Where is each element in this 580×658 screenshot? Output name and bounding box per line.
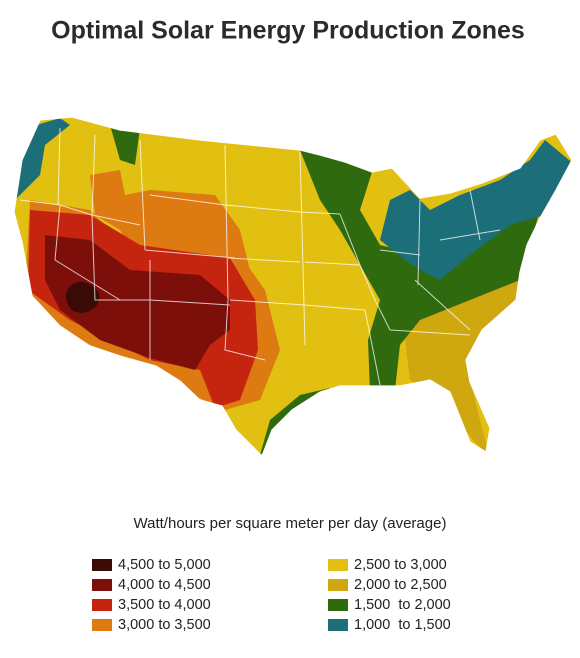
legend-title: Watt/hours per square meter per day (ave… [134,515,447,532]
zone [380,140,572,280]
legend-label: 2,000 to 2,500 [354,577,447,593]
legend-label: 4,500 to 5,000 [118,557,211,573]
map [14,117,572,456]
legend: 4,500 to 5,000 4,000 to 4,500 3,500 to 4,0… [92,557,451,633]
state-borders [19,127,501,386]
zone [110,125,140,165]
legend-swatch [328,559,348,571]
legend-label: 1,500 to 2,000 [354,597,451,613]
zone [66,281,100,313]
zone [300,150,540,392]
zone [45,235,230,370]
title: Optimal Solar Energy Production Zones [51,17,525,45]
legend-swatch [328,619,348,631]
legend-label: 1,000 to 1,500 [354,617,451,633]
legend-label: 3,000 to 3,500 [118,617,211,633]
legend-swatch [92,559,112,571]
legend-label: 2,500 to 3,000 [354,557,447,573]
legend-swatch [328,579,348,591]
legend-label: 3,500 to 4,000 [118,597,211,613]
us-outline [13,116,573,458]
legend-swatch [92,619,112,631]
legend-swatch [92,599,112,611]
legend-label: 4,000 to 4,500 [118,577,211,593]
legend-swatch [92,579,112,591]
legend-swatch [328,599,348,611]
